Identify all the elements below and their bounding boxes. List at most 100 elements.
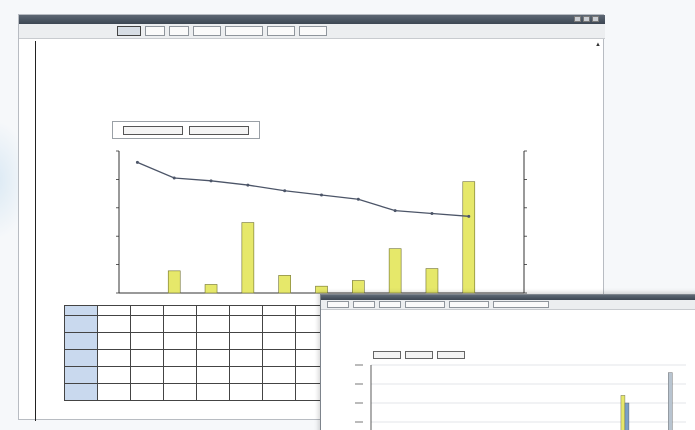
table-row	[64, 383, 362, 401]
table-header-cell	[163, 305, 197, 316]
table-row	[64, 332, 362, 350]
toolbar-button-4[interactable]	[193, 26, 221, 36]
popup-toolbar-button-2[interactable]	[353, 301, 375, 308]
table-row	[64, 366, 362, 384]
table-cell	[130, 366, 164, 384]
table-row-label	[64, 332, 98, 350]
table-cell	[97, 315, 131, 333]
legend-item-1	[123, 126, 183, 135]
table-header-cell	[130, 305, 164, 316]
table-cell	[130, 332, 164, 350]
popup-bar-mark	[620, 395, 626, 430]
toolbar-button-1[interactable]	[117, 26, 141, 36]
popup-legend-item-1	[373, 351, 401, 359]
table-header-row	[64, 305, 362, 316]
table-cell	[163, 349, 197, 367]
page-margin-line	[35, 41, 36, 421]
line-point	[320, 193, 323, 197]
table-header-cell	[64, 305, 98, 316]
window-controls	[574, 16, 599, 23]
chart-legend	[112, 121, 260, 139]
line-point	[172, 176, 176, 180]
combo-chart	[116, 150, 527, 294]
popup-bar-chart	[355, 364, 686, 430]
popup-toolbar-button-3[interactable]	[379, 301, 401, 308]
bar-mark	[167, 270, 181, 294]
line-point	[467, 214, 471, 218]
table-cell	[130, 383, 164, 401]
window-titlebar[interactable]	[19, 15, 605, 24]
table-cell	[163, 366, 197, 384]
table-cell	[130, 315, 164, 333]
table-cell	[262, 332, 296, 350]
line-series-path	[137, 161, 469, 217]
scroll-up-arrow-icon[interactable]: ▲	[595, 42, 601, 48]
popup-titlebar[interactable]	[321, 295, 695, 300]
toolbar-button-7[interactable]	[299, 26, 327, 36]
line-point	[356, 197, 360, 201]
bar-mark	[204, 284, 218, 294]
line-point	[135, 160, 139, 164]
report-toolbar	[19, 24, 605, 39]
popup-heading-1	[361, 327, 365, 333]
popup-toolbar-button-5[interactable]	[449, 301, 489, 308]
table-cell	[196, 315, 230, 333]
table-row	[64, 315, 362, 333]
popup-toolbar-button-1[interactable]	[327, 301, 349, 308]
table-row-label	[64, 349, 98, 367]
popup-report-window	[320, 294, 695, 430]
minimize-button[interactable]	[574, 16, 581, 22]
table-header-cell	[196, 305, 230, 316]
popup-bar-mark	[624, 402, 630, 430]
legend-item-2	[189, 126, 249, 135]
report-heading-1	[84, 85, 90, 95]
popup-bar-mark	[668, 372, 673, 430]
table-cell	[229, 332, 263, 350]
data-table	[64, 305, 362, 401]
line-point	[393, 209, 397, 213]
toolbar-button-6[interactable]	[267, 26, 295, 36]
bar-mark	[315, 285, 328, 294]
table-cell	[229, 315, 263, 333]
table-cell	[262, 349, 296, 367]
table-row-label	[64, 366, 98, 384]
table-cell	[196, 366, 230, 384]
table-cell	[163, 332, 197, 350]
table-cell	[262, 366, 296, 384]
toolbar-button-5[interactable]	[225, 26, 263, 36]
popup-toolbar-button-4[interactable]	[405, 301, 445, 308]
table-row	[64, 349, 362, 367]
table-cell	[163, 315, 197, 333]
table-cell	[97, 383, 131, 401]
table-cell	[229, 383, 263, 401]
bar-mark	[425, 268, 439, 294]
table-cell	[196, 332, 230, 350]
line-point	[283, 189, 287, 193]
table-cell	[262, 315, 296, 333]
bar-mark	[241, 222, 255, 294]
maximize-button[interactable]	[583, 16, 590, 22]
line-point	[209, 179, 213, 183]
table-cell	[130, 349, 164, 367]
popup-legend-item-3	[437, 351, 465, 359]
popup-legend-item-2	[405, 351, 433, 359]
table-row-label	[64, 383, 98, 401]
popup-toolbar-button-6[interactable]	[493, 301, 549, 308]
table-row-label	[64, 315, 98, 333]
toolbar-button-2[interactable]	[145, 26, 165, 36]
table-cell	[262, 383, 296, 401]
bar-mark	[462, 181, 476, 294]
line-point	[430, 211, 434, 215]
table-cell	[229, 366, 263, 384]
table-cell	[97, 332, 131, 350]
report-window: ▲	[18, 14, 605, 421]
table-cell	[97, 349, 131, 367]
table-cell	[196, 383, 230, 401]
close-button[interactable]	[592, 16, 599, 22]
toolbar-button-3[interactable]	[169, 26, 189, 36]
table-cell	[196, 349, 230, 367]
bar-mark	[278, 275, 291, 294]
table-cell	[229, 349, 263, 367]
table-cell	[163, 383, 197, 401]
